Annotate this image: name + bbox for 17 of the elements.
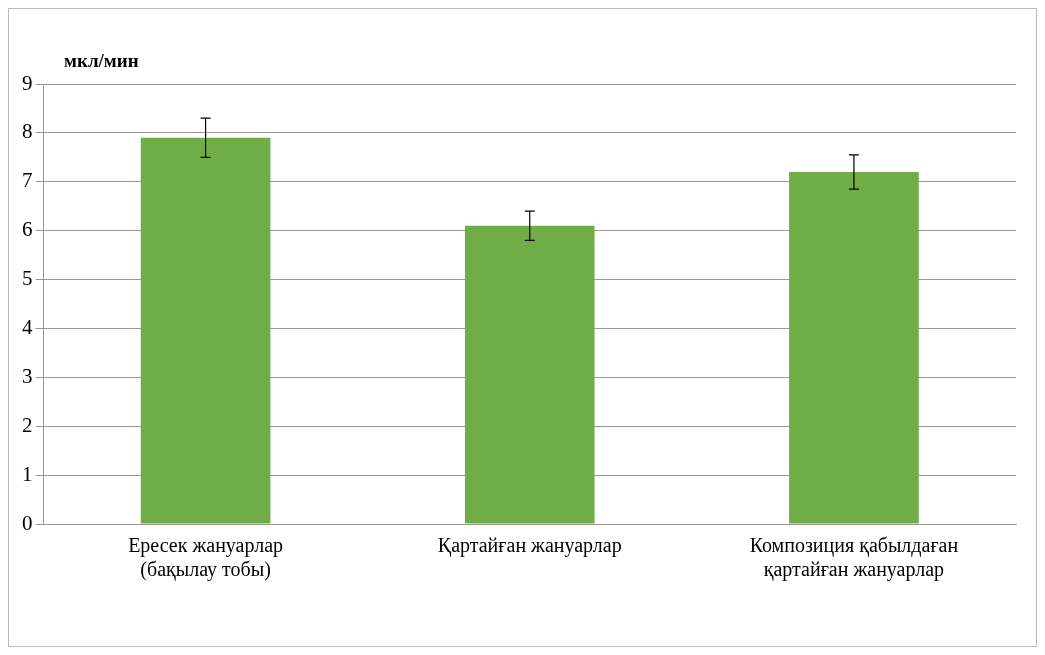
y-tick-label: 2 xyxy=(22,412,33,437)
x-tick-label: Композиция қабылдаған қартайған жануарлар xyxy=(749,534,959,582)
y-tick-label: 3 xyxy=(22,363,33,388)
bar xyxy=(464,225,595,524)
y-tick-label: 0 xyxy=(22,510,33,535)
y-tick-label: 1 xyxy=(22,461,33,486)
x-tick-label: Ересек жануарлар (бақылау тобы) xyxy=(128,534,284,582)
y-tick-label: 7 xyxy=(22,168,33,193)
bar xyxy=(789,172,919,524)
y-tick-label: 4 xyxy=(22,314,33,339)
bar xyxy=(140,137,271,524)
y-tick-label: 6 xyxy=(22,217,33,242)
y-tick-label: 5 xyxy=(22,266,33,291)
x-tick-label: Қартайған жануарлар xyxy=(437,534,622,558)
y-tick-label: 9 xyxy=(22,70,33,95)
y-axis-title: мкл/мин xyxy=(64,50,139,72)
y-tick-label: 8 xyxy=(22,119,33,144)
